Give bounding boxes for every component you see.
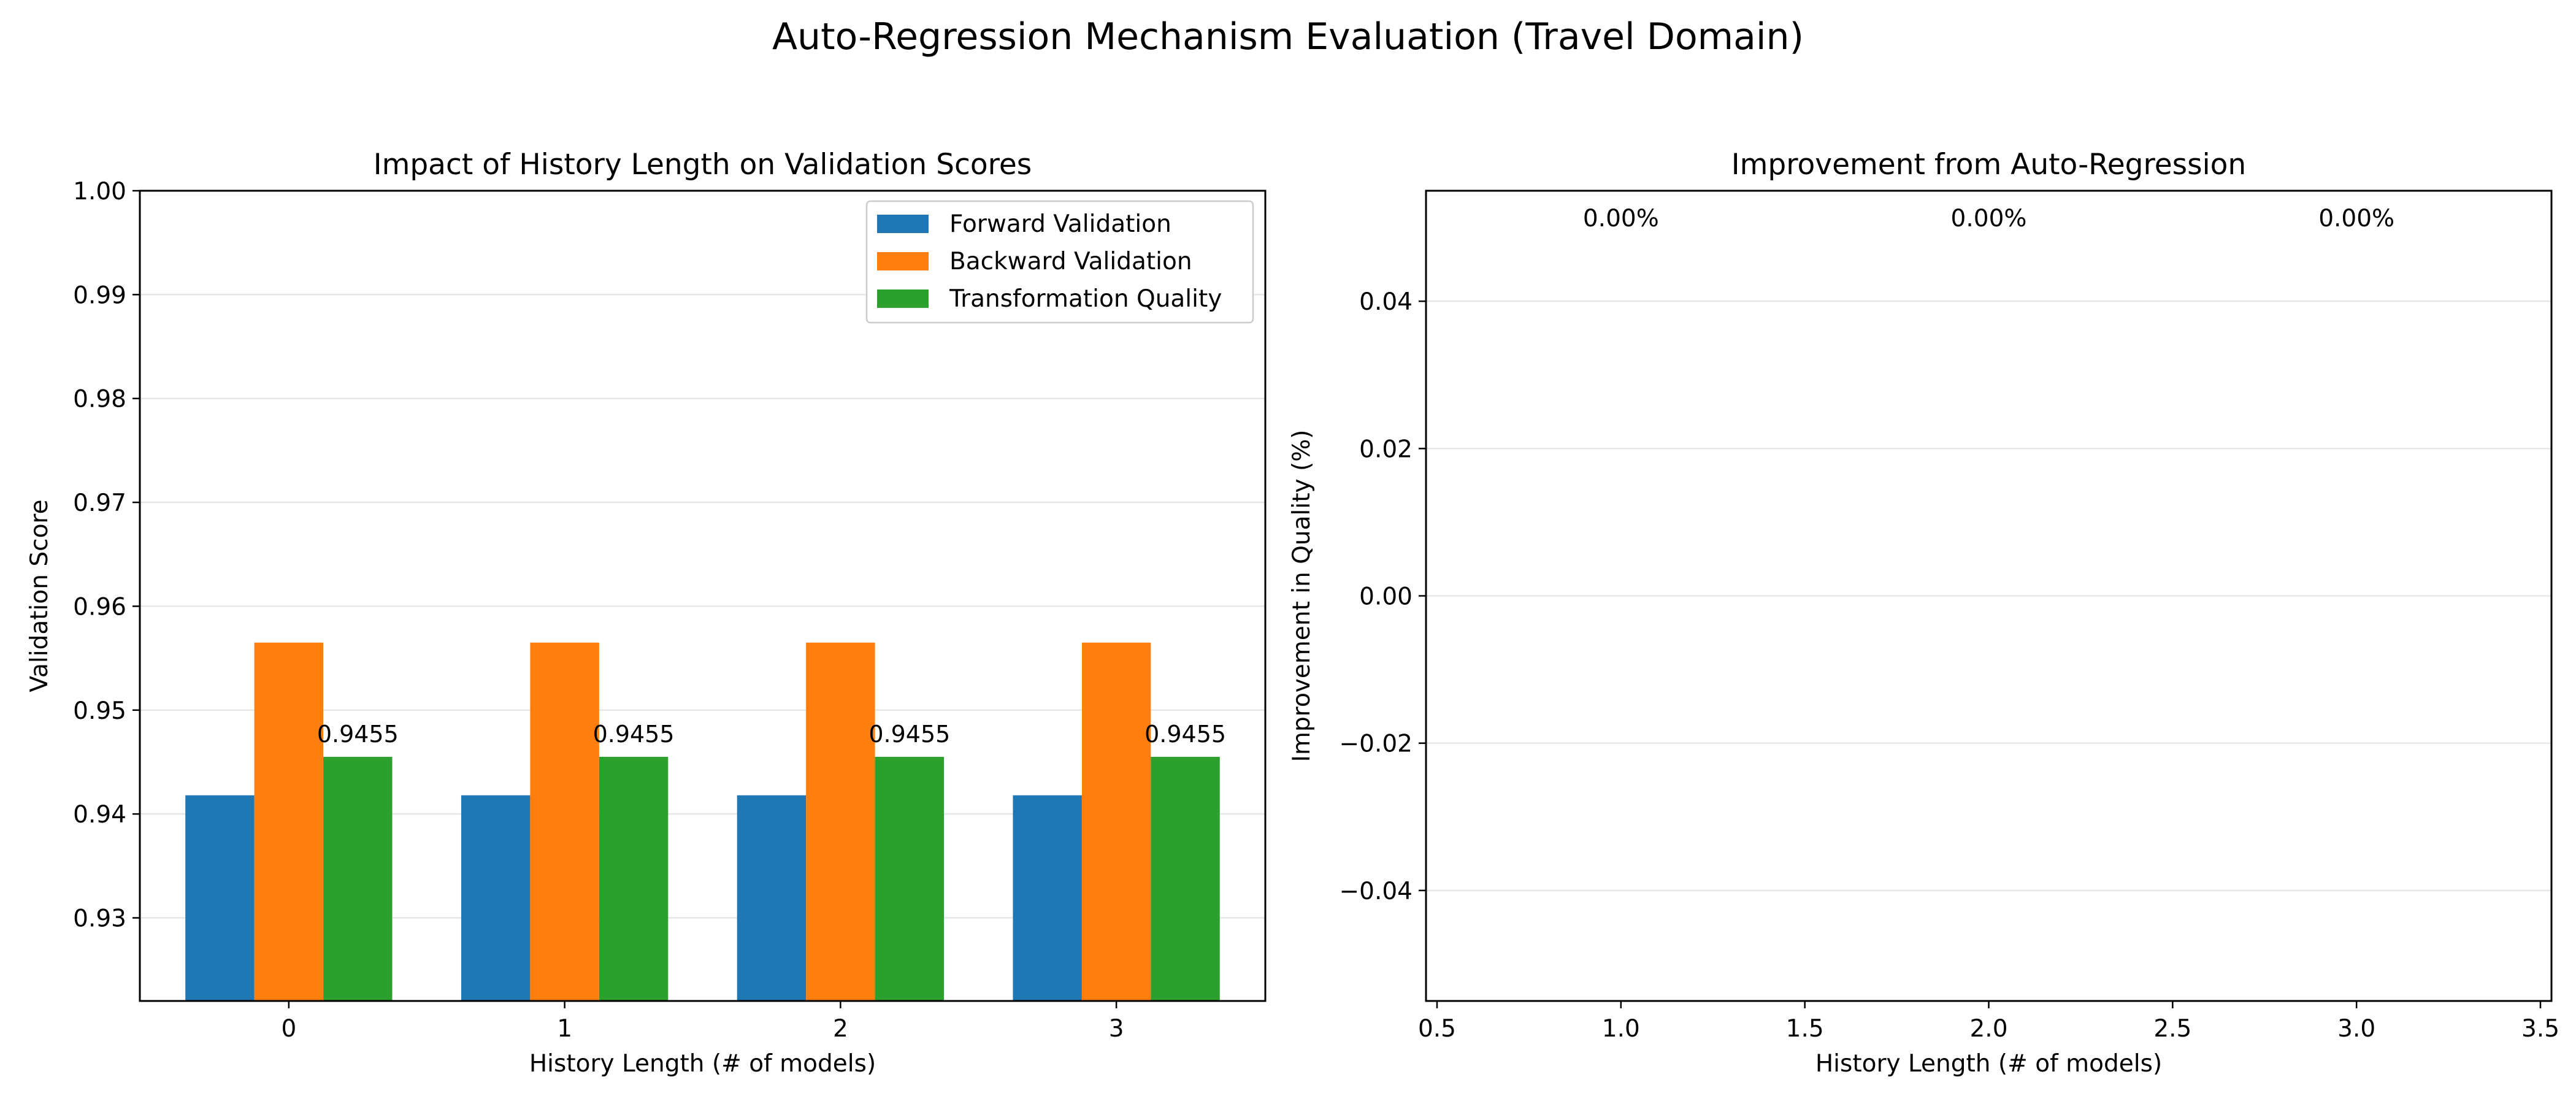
data-label: 0.00% bbox=[2318, 205, 2394, 232]
x-tick-label: 2 bbox=[833, 1015, 848, 1043]
legend-label: Backward Validation bbox=[949, 248, 1192, 275]
x-tick-label: 2.0 bbox=[1969, 1015, 2007, 1043]
x-axis-label: History Length (# of models) bbox=[529, 1050, 876, 1078]
x-axis-label: History Length (# of models) bbox=[1815, 1050, 2162, 1078]
bar-backward bbox=[1081, 642, 1151, 1001]
y-tick-label: 0.95 bbox=[73, 697, 126, 725]
x-tick-label: 3.5 bbox=[2521, 1015, 2559, 1043]
legend-swatch bbox=[877, 215, 929, 233]
data-label: 0.9455 bbox=[1144, 721, 1226, 748]
y-tick-label: 0.00 bbox=[1359, 583, 1413, 611]
y-tick-label: 0.99 bbox=[73, 282, 126, 309]
y-tick-label: 0.96 bbox=[73, 593, 126, 621]
improvement-chart: 0.00% 0.00% 0.00% −0.04 −0.02 0.00 0.02 0.04 0.5… bbox=[1288, 148, 2559, 1078]
legend-box bbox=[865, 200, 1254, 324]
bar-quality bbox=[1151, 757, 1220, 1001]
bar-quality bbox=[599, 757, 669, 1001]
legend-label: Forward Validation bbox=[949, 210, 1171, 238]
data-label: 0.00% bbox=[1951, 205, 2027, 232]
y-tick-label: −0.04 bbox=[1339, 878, 1413, 905]
y-tick-label: 0.02 bbox=[1359, 435, 1413, 463]
data-label: 0.00% bbox=[1583, 205, 1659, 232]
y-tick-label: 0.04 bbox=[1359, 288, 1413, 316]
x-tick-label: 1 bbox=[557, 1015, 572, 1043]
bar-backward bbox=[806, 642, 875, 1001]
data-label: 0.9455 bbox=[317, 721, 399, 748]
y-tick-label: 0.93 bbox=[73, 905, 126, 933]
y-tick-label: 0.98 bbox=[73, 386, 126, 413]
plot-frame bbox=[139, 190, 1267, 1002]
bar-quality bbox=[875, 757, 945, 1001]
legend-swatch bbox=[877, 252, 929, 270]
x-tick-label: 3.0 bbox=[2337, 1015, 2375, 1043]
legend-swatch bbox=[877, 289, 929, 308]
x-tick-label: 1.5 bbox=[1786, 1015, 1824, 1043]
x-tick-label: 0 bbox=[281, 1015, 296, 1043]
legend-label: Transformation Quality bbox=[949, 285, 1222, 313]
bar-forward bbox=[185, 795, 255, 1001]
y-tick-label: 0.94 bbox=[73, 801, 126, 829]
bar-quality bbox=[323, 757, 393, 1001]
history-length-chart: 0.9455 0.9455 0.9455 0.9455 0.93 0.94 0.95 0.96… bbox=[26, 148, 1267, 1078]
bar-backward bbox=[530, 642, 599, 1001]
y-axis-label: Validation Score bbox=[26, 499, 53, 692]
bar-backward bbox=[254, 642, 324, 1001]
data-label: 0.9455 bbox=[593, 721, 675, 748]
x-tick-label: 3 bbox=[1109, 1015, 1124, 1043]
chart-title: Improvement from Auto-Regression bbox=[1731, 148, 2246, 182]
x-tick-label: 1.0 bbox=[1602, 1015, 1640, 1043]
y-axis-label: Improvement in Quality (%) bbox=[1288, 430, 1316, 762]
bar-forward bbox=[737, 795, 807, 1001]
bar-forward bbox=[461, 795, 531, 1001]
figure-title: Auto-Regression Mechanism Evaluation (Tr… bbox=[772, 15, 1804, 58]
bar-forward bbox=[1013, 795, 1082, 1001]
data-label: 0.9455 bbox=[868, 721, 950, 748]
x-tick-label: 2.5 bbox=[2153, 1015, 2191, 1043]
y-tick-label: 0.97 bbox=[73, 489, 126, 517]
chart-title: Impact of History Length on Validation S… bbox=[374, 148, 1032, 182]
x-tick-label: 0.5 bbox=[1418, 1015, 1456, 1043]
y-tick-label: −0.02 bbox=[1339, 730, 1413, 758]
y-tick-label: 1.00 bbox=[73, 178, 126, 205]
